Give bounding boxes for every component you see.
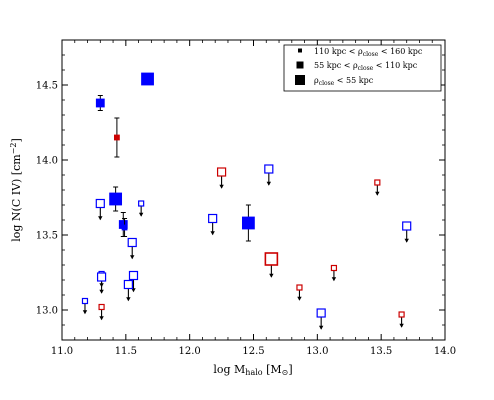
x-tick-label-6: 14.0 xyxy=(434,346,456,357)
data-point-19 xyxy=(216,167,227,189)
upper-limit-arrowhead xyxy=(297,296,302,301)
upper-limit-arrowhead xyxy=(266,181,272,186)
upper-limit-arrowhead xyxy=(131,288,136,293)
legend-marker-small xyxy=(298,48,302,53)
data-point-24 xyxy=(98,303,105,321)
point-marker xyxy=(109,192,123,206)
point-marker xyxy=(208,213,218,224)
legend-marker-large xyxy=(295,75,305,85)
upper-limit-arrowhead xyxy=(99,289,104,294)
x-tick-label-1: 11.5 xyxy=(115,346,137,357)
point-marker xyxy=(241,216,255,230)
upper-limit-arrowhead xyxy=(210,231,215,236)
data-point-0 xyxy=(141,72,154,86)
data-point-8 xyxy=(138,200,145,217)
upper-limit-arrowhead xyxy=(404,238,409,243)
upper-limit-arrowhead xyxy=(98,216,103,221)
legend-text-medium: 55 kpc < ρclose < 110 kpc xyxy=(314,61,418,72)
point-marker xyxy=(216,167,227,177)
point-marker xyxy=(316,308,326,318)
upper-limit-arrowhead xyxy=(399,323,404,328)
data-point-4 xyxy=(118,212,128,237)
y-tick-label-2: 14.0 xyxy=(36,156,58,167)
point-marker xyxy=(121,224,128,231)
x-tick-label-2: 12.0 xyxy=(179,346,201,357)
data-point-21 xyxy=(264,252,279,278)
x-axis-label: log Mhalo [M⊙] xyxy=(213,363,292,377)
data-points xyxy=(81,72,412,330)
data-point-20 xyxy=(374,179,381,196)
x-tick-label-4: 13.0 xyxy=(306,346,328,357)
upper-limit-arrowhead xyxy=(82,310,88,315)
point-marker xyxy=(123,279,133,290)
x-tick-label-5: 13.5 xyxy=(370,346,392,357)
data-point-11 xyxy=(264,164,274,186)
upper-limit-arrowhead xyxy=(126,297,131,302)
point-marker xyxy=(402,221,412,231)
data-point-22 xyxy=(330,264,338,282)
legend-text-large: ρclose < 55 kpc xyxy=(314,76,374,87)
legend-marker-medium xyxy=(296,61,304,69)
data-point-5 xyxy=(121,218,128,237)
data-point-15 xyxy=(128,270,139,293)
data-point-17 xyxy=(81,297,89,315)
point-marker xyxy=(138,200,145,207)
y-tick-label-3: 14.5 xyxy=(36,81,58,92)
point-marker xyxy=(296,284,303,291)
point-marker xyxy=(127,237,137,248)
point-marker xyxy=(141,72,154,86)
point-marker xyxy=(113,134,120,141)
point-marker xyxy=(264,252,279,266)
data-point-25 xyxy=(398,311,405,328)
data-point-12 xyxy=(402,221,412,243)
legend-box xyxy=(283,44,442,92)
point-marker xyxy=(81,297,89,305)
data-point-14 xyxy=(96,272,107,294)
data-point-2 xyxy=(113,117,120,158)
upper-limit-arrowhead xyxy=(318,325,324,330)
upper-limit-arrowhead xyxy=(375,191,380,196)
data-point-18 xyxy=(316,308,326,330)
y-axis-label: log N(C IV) [cm−2] xyxy=(9,138,23,242)
point-marker xyxy=(264,164,274,174)
data-point-3 xyxy=(109,186,123,212)
point-marker xyxy=(128,270,139,281)
data-point-1 xyxy=(95,95,105,111)
y-tick-label-1: 13.5 xyxy=(36,231,58,242)
legend-text-small: 110 kpc < ρclose < 160 kpc xyxy=(314,47,423,58)
point-marker xyxy=(398,311,405,318)
point-marker xyxy=(330,264,338,272)
point-marker xyxy=(374,179,381,186)
data-point-23 xyxy=(296,284,303,301)
legend: 110 kpc < ρclose < 160 kpc 55 kpc < ρclo… xyxy=(283,44,442,92)
upper-limit-arrowhead xyxy=(269,273,274,278)
point-marker xyxy=(98,303,105,311)
upper-limit-arrowhead xyxy=(130,255,135,260)
data-point-9 xyxy=(127,237,137,260)
point-marker xyxy=(95,98,105,108)
data-point-6 xyxy=(241,204,255,242)
data-point-10 xyxy=(208,213,218,236)
upper-limit-arrowhead xyxy=(219,184,224,189)
data-point-7 xyxy=(95,198,105,221)
point-marker xyxy=(96,272,107,282)
upper-limit-arrowhead xyxy=(99,316,104,321)
y-tick-label-0: 13.0 xyxy=(36,306,58,317)
upper-limit-arrowhead xyxy=(138,212,144,217)
upper-limit-arrowhead xyxy=(331,277,337,282)
x-tick-label-3: 12.5 xyxy=(242,346,264,357)
data-point-16 xyxy=(123,279,133,302)
x-tick-label-0: 11.0 xyxy=(51,346,73,357)
point-marker xyxy=(95,198,105,209)
